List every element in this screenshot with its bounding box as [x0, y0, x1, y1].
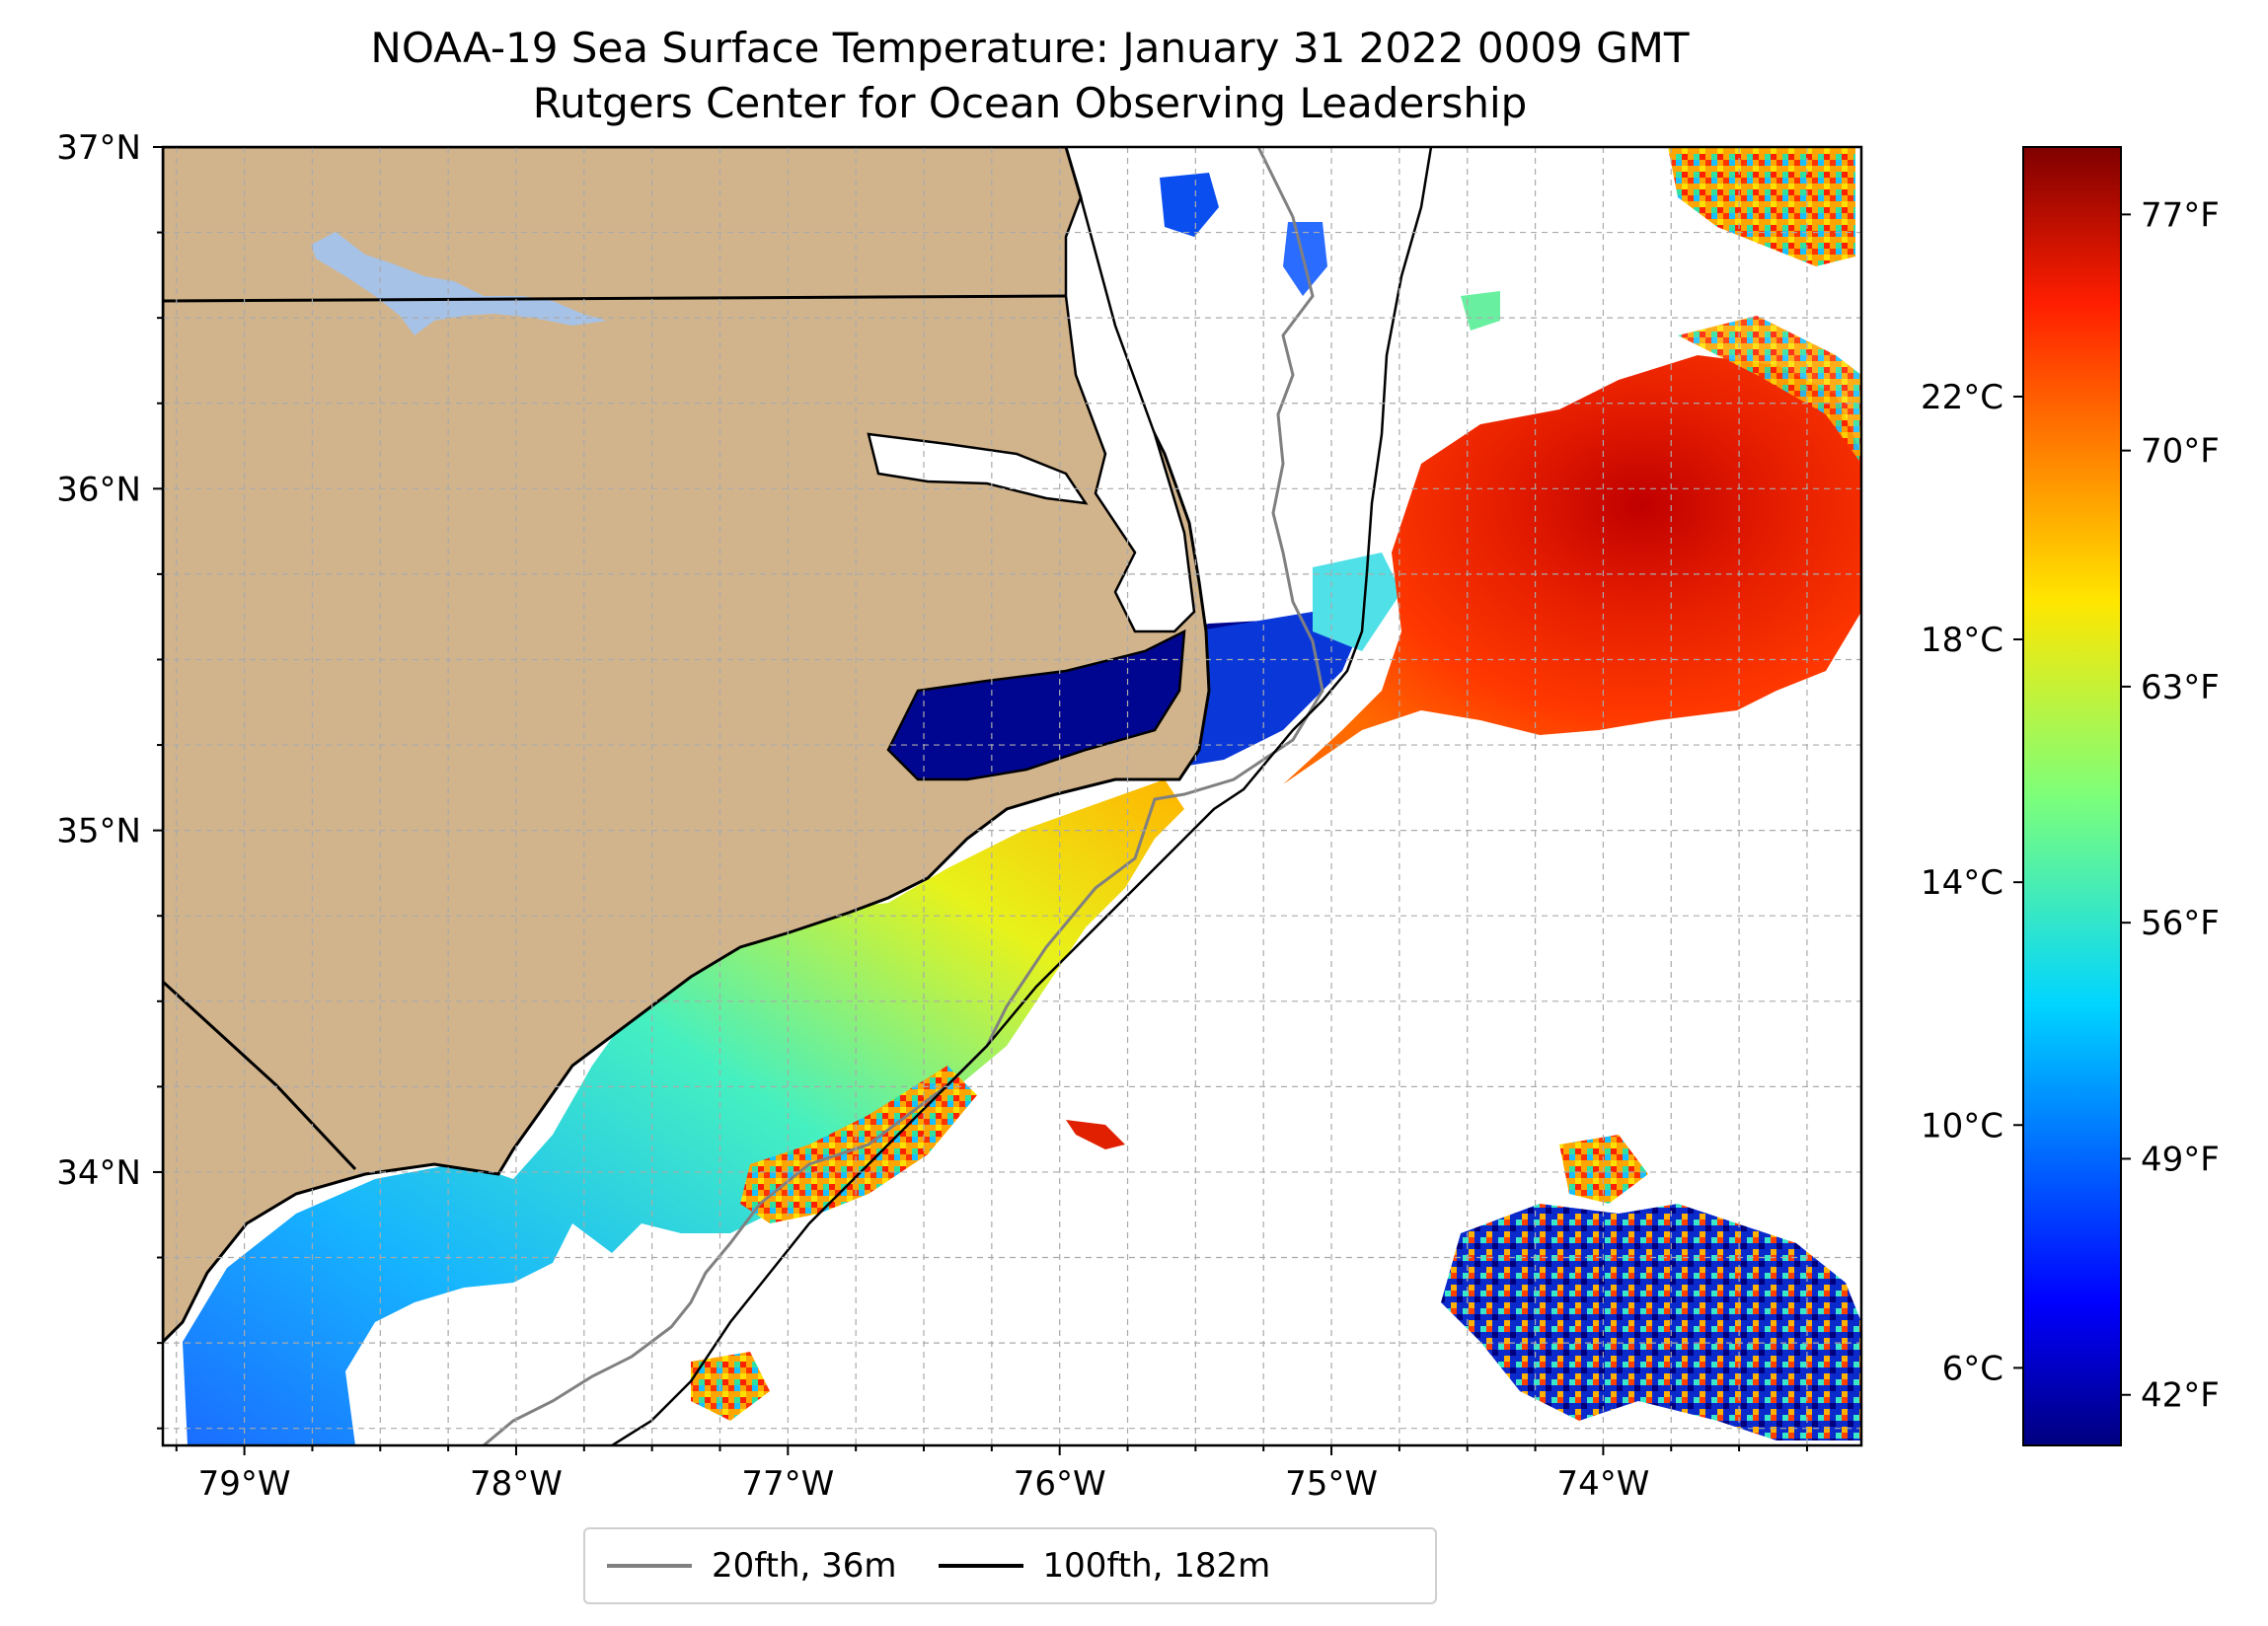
map-subtitle: Rutgers Center for Ocean Observing Leade…: [532, 79, 1528, 127]
map-title: NOAA-19 Sea Surface Temperature: January…: [370, 24, 1690, 72]
outer-banks-lagoon: [1064, 192, 1196, 633]
cbar-c-label: 6°C: [1942, 1349, 2003, 1388]
lon-tick-label: 76°W: [1014, 1464, 1106, 1504]
cbar-f-label: 42°F: [2141, 1376, 2220, 1416]
sst-north-cyan: [1461, 291, 1500, 331]
lat-tick-label: 36°N: [56, 470, 141, 509]
legend-item-20fth: 20fth, 36m: [607, 1546, 897, 1586]
sst-red-streak: [1066, 1120, 1125, 1149]
cbar-c-label: 22°C: [1921, 378, 2003, 417]
sst-shelf: [183, 779, 1184, 1445]
map-frame: [161, 145, 1863, 1447]
colorbar-celsius-ticks: 22°C 18°C 14°C 10°C 6°C: [1921, 378, 2023, 1388]
lon-tick-label: 77°W: [741, 1464, 834, 1504]
legend-label-100fth: 100fth, 182m: [1042, 1546, 1271, 1586]
lon-tick-label: 78°W: [470, 1464, 563, 1504]
cbar-f-label: 56°F: [2141, 904, 2220, 943]
cbar-f-label: 63°F: [2141, 668, 2220, 707]
nc-sc-border: [163, 980, 357, 1171]
albemarle-sound: [867, 432, 1089, 505]
legend-item-100fth: 100fth, 182m: [938, 1546, 1271, 1586]
sst-gulf-stream-fringe: [1678, 316, 1861, 464]
sst-shelf-warm-edge: [740, 1066, 977, 1223]
sst-northeast-patch: [1668, 147, 1855, 266]
legend-label-20fth: 20fth, 36m: [712, 1546, 897, 1586]
cbar-f-label: 70°F: [2141, 432, 2220, 472]
colorbar-fahrenheit-ticks: 77°F 70°F 63°F 56°F 49°F 42°F: [2121, 195, 2220, 1416]
va-nc-border: [163, 294, 1067, 303]
colorbar: 22°C 18°C 14°C 10°C 6°C 77°F 70°F 63°F 56°F 49°F…: [1921, 146, 2220, 1446]
sst-southeast-patch: [1441, 1204, 1861, 1441]
lat-tick-label: 37°N: [56, 128, 141, 168]
cbar-c-label: 18°C: [1921, 621, 2003, 660]
map-area: [163, 147, 1861, 1445]
contour-20fth: [483, 147, 1324, 1445]
legend: 20fth, 36m 100fth, 182m: [583, 1527, 1437, 1604]
contour-100fth: [611, 147, 1433, 1445]
sst-north-blue-patch-2: [1283, 222, 1327, 296]
longitude-axis: 79°W 78°W 77°W 76°W 75°W 74°W: [175, 1445, 1808, 1504]
lon-tick-label: 75°W: [1285, 1464, 1378, 1504]
lat-tick-label: 34°N: [56, 1153, 141, 1193]
cbar-f-label: 49°F: [2141, 1140, 2220, 1179]
map-gridlines: [163, 147, 1861, 1445]
cbar-f-label: 77°F: [2141, 195, 2220, 235]
sst-gulf-stream: [1283, 355, 1861, 784]
bathymetry-contours: [483, 147, 1433, 1445]
cbar-c-label: 14°C: [1921, 863, 2003, 903]
lon-tick-label: 74°W: [1556, 1464, 1649, 1504]
sst-cyan-patch: [1313, 553, 1401, 651]
sst-imagery: [183, 147, 1861, 1445]
sst-north-blue-patch: [1160, 173, 1219, 237]
legend-line-100fth: [938, 1564, 1023, 1568]
sst-south-warm-bits: [691, 1352, 770, 1421]
colorbar-frame: [2022, 146, 2122, 1446]
latitude-axis: 37°N 36°N 35°N 34°N: [56, 128, 163, 1430]
cbar-c-label: 10°C: [1921, 1106, 2003, 1146]
lat-tick-label: 35°N: [56, 812, 141, 851]
legend-line-20fth: [607, 1564, 692, 1568]
pamlico-sound: [886, 628, 1186, 781]
colorbar-gradient: [2023, 147, 2121, 1445]
lon-tick-label: 79°W: [198, 1464, 291, 1504]
kerr-lake: [311, 232, 607, 335]
